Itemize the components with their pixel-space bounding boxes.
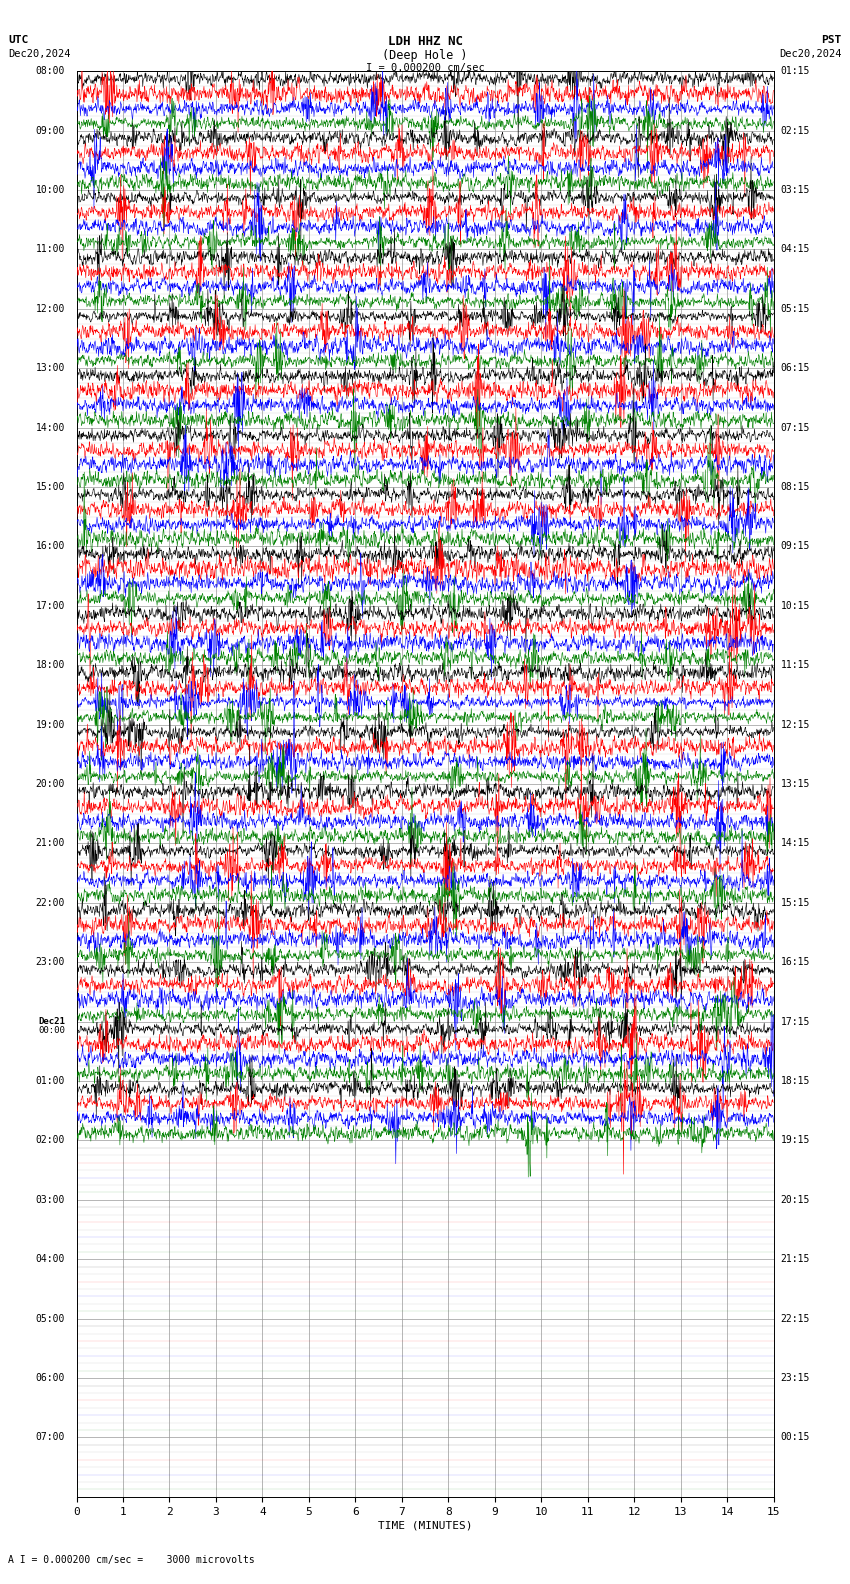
Text: 14:15: 14:15 [780, 838, 810, 849]
Text: 15:00: 15:00 [36, 482, 65, 493]
Text: 05:00: 05:00 [36, 1313, 65, 1324]
Text: 20:00: 20:00 [36, 779, 65, 789]
Text: 12:15: 12:15 [780, 719, 810, 730]
Text: 04:00: 04:00 [36, 1255, 65, 1264]
Text: UTC: UTC [8, 35, 29, 44]
Text: 23:00: 23:00 [36, 957, 65, 968]
Text: 09:15: 09:15 [780, 542, 810, 551]
Text: I = 0.000200 cm/sec: I = 0.000200 cm/sec [366, 63, 484, 73]
Text: 16:00: 16:00 [36, 542, 65, 551]
Text: 11:00: 11:00 [36, 244, 65, 255]
Text: 10:00: 10:00 [36, 185, 65, 195]
Text: 08:15: 08:15 [780, 482, 810, 493]
Text: 12:00: 12:00 [36, 304, 65, 314]
Text: 19:15: 19:15 [780, 1136, 810, 1145]
Text: 10:15: 10:15 [780, 600, 810, 611]
Text: 09:00: 09:00 [36, 125, 65, 136]
Text: 18:00: 18:00 [36, 661, 65, 670]
Text: 02:00: 02:00 [36, 1136, 65, 1145]
Text: 06:15: 06:15 [780, 363, 810, 374]
Text: 20:15: 20:15 [780, 1194, 810, 1205]
Text: 22:00: 22:00 [36, 898, 65, 908]
Text: 23:15: 23:15 [780, 1373, 810, 1383]
Text: LDH HHZ NC: LDH HHZ NC [388, 35, 462, 48]
X-axis label: TIME (MINUTES): TIME (MINUTES) [377, 1521, 473, 1530]
Text: 14:00: 14:00 [36, 423, 65, 432]
Text: Dec20,2024: Dec20,2024 [8, 49, 71, 59]
Text: 16:15: 16:15 [780, 957, 810, 968]
Text: 21:15: 21:15 [780, 1255, 810, 1264]
Text: 01:15: 01:15 [780, 67, 810, 76]
Text: 17:00: 17:00 [36, 600, 65, 611]
Text: (Deep Hole ): (Deep Hole ) [382, 49, 468, 62]
Text: 03:15: 03:15 [780, 185, 810, 195]
Text: 22:15: 22:15 [780, 1313, 810, 1324]
Text: 15:15: 15:15 [780, 898, 810, 908]
Text: Dec21: Dec21 [38, 1017, 65, 1026]
Text: 04:15: 04:15 [780, 244, 810, 255]
Text: A I = 0.000200 cm/sec =    3000 microvolts: A I = 0.000200 cm/sec = 3000 microvolts [8, 1555, 255, 1565]
Text: 13:00: 13:00 [36, 363, 65, 374]
Text: 00:00: 00:00 [38, 1026, 65, 1034]
Text: 07:00: 07:00 [36, 1432, 65, 1443]
Text: 17:15: 17:15 [780, 1017, 810, 1026]
Text: 01:00: 01:00 [36, 1076, 65, 1087]
Text: 19:00: 19:00 [36, 719, 65, 730]
Text: PST: PST [821, 35, 842, 44]
Text: 05:15: 05:15 [780, 304, 810, 314]
Text: 00:15: 00:15 [780, 1432, 810, 1443]
Text: 13:15: 13:15 [780, 779, 810, 789]
Text: Dec20,2024: Dec20,2024 [779, 49, 842, 59]
Text: 07:15: 07:15 [780, 423, 810, 432]
Text: 11:15: 11:15 [780, 661, 810, 670]
Text: 08:00: 08:00 [36, 67, 65, 76]
Text: 18:15: 18:15 [780, 1076, 810, 1087]
Text: 02:15: 02:15 [780, 125, 810, 136]
Text: 06:00: 06:00 [36, 1373, 65, 1383]
Text: 03:00: 03:00 [36, 1194, 65, 1205]
Text: 21:00: 21:00 [36, 838, 65, 849]
